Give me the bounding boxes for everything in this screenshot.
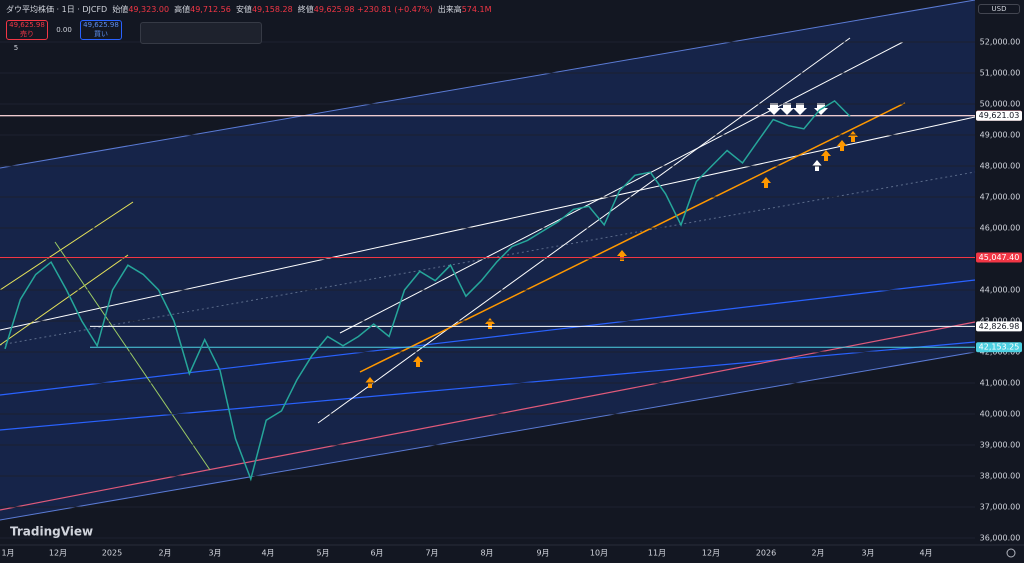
x-tick-label: 4月: [261, 549, 274, 558]
y-tick-label: 40,000.00: [980, 410, 1021, 419]
label: 安値: [235, 5, 252, 14]
logo: TradingView: [10, 525, 93, 539]
x-tick-label: 3月: [208, 549, 221, 558]
x-tick-label: 10月: [590, 549, 608, 558]
trendline: [0, 116, 976, 331]
price: 49,625.98: [9, 21, 45, 29]
trendline: [0, 201, 134, 291]
channel-top: [0, 0, 976, 169]
x-tick-label: 1月: [1, 549, 14, 558]
y-tick-label: 50,000.00: [980, 100, 1021, 109]
price-line: [4, 99, 851, 482]
spread: 0.00: [56, 26, 72, 34]
value: 574.1M: [461, 5, 492, 14]
label: 高値: [174, 5, 191, 14]
trendline: [0, 321, 976, 511]
y-tick-label: 47,000.00: [980, 193, 1021, 202]
settings-button[interactable]: [1006, 548, 1016, 558]
price: 49,625.98: [83, 21, 119, 29]
label: 買い: [94, 30, 108, 38]
buy-button[interactable]: 49,625.98 買い: [80, 20, 122, 40]
x-tick-label: 12月: [702, 549, 720, 558]
x-tick-label: 2026: [756, 549, 776, 558]
price-label-bg: [976, 342, 1022, 353]
value: 49,625.98: [313, 5, 355, 14]
x-tick-label: 2月: [158, 549, 171, 558]
trendline: [54, 241, 211, 471]
symbol: ダウ平均株価 · 1日 · DJCFD: [6, 5, 108, 14]
y-tick-label: 48,000.00: [980, 162, 1021, 171]
y-tick-label: 51,000.00: [980, 69, 1021, 78]
y-tick-label: 44,000.00: [980, 286, 1021, 295]
label: 始値: [112, 5, 129, 14]
currency-button[interactable]: USD: [978, 4, 1020, 14]
x-tick-label: 4月: [919, 549, 932, 558]
trendline: [359, 102, 906, 373]
label: 出来高: [437, 5, 462, 14]
x-tick-label: 6月: [370, 549, 383, 558]
x-tick-label: 11月: [648, 549, 666, 558]
price-label: 45,047.40: [979, 253, 1020, 262]
x-tick-label: 12月: [49, 549, 67, 558]
y-tick-label: 36,000.00: [980, 534, 1021, 543]
channel: [0, 0, 975, 520]
price-label: 42,826.98: [979, 322, 1020, 331]
indicators-toggle[interactable]: 5: [13, 44, 19, 52]
price-label-bg: [976, 110, 1022, 121]
trendline: [317, 37, 851, 424]
value: 49,323.00: [128, 5, 170, 14]
y-tick-label: 49,000.00: [980, 131, 1021, 140]
price-label: 49,621.03: [979, 111, 1020, 120]
trendline: [0, 254, 129, 346]
label: 終値: [297, 5, 314, 14]
value: 49,158.28: [251, 5, 293, 14]
y-tick-label: 37,000.00: [980, 503, 1021, 512]
trendline: [0, 279, 976, 396]
y-tick-label: 41,000.00: [980, 379, 1021, 388]
price-label-bg: [976, 321, 1022, 332]
label: 売り: [20, 30, 34, 38]
header: ダウ平均株価 · 1日 · DJCFD 始値49,323.00 高値49,712…: [6, 4, 492, 15]
y-tick-label: 52,000.00: [980, 38, 1021, 47]
sell-button[interactable]: 49,625.98 売り: [6, 20, 48, 40]
y-tick-label: 43,000.00: [980, 317, 1021, 326]
y-tick-label: 46,000.00: [980, 224, 1021, 233]
x-tick-label: 7月: [425, 549, 438, 558]
price-axis-bg: [975, 0, 1024, 563]
x-tick-label: 3月: [861, 549, 874, 558]
x-tick-label: 2025: [102, 549, 122, 558]
price-label-bg: [976, 252, 1022, 263]
trendline: [0, 341, 976, 431]
channel-bottom: [0, 351, 976, 521]
price-label: 42,153.25: [979, 343, 1020, 352]
x-tick-label: 5月: [316, 549, 329, 558]
y-tick-label: 39,000.00: [980, 441, 1021, 450]
change: +230.81 (+0.47%): [357, 5, 433, 14]
y-tick-label: 38,000.00: [980, 472, 1021, 481]
value: 49,712.56: [190, 5, 231, 14]
trendline: [339, 41, 904, 334]
x-tick-label: 9月: [536, 549, 549, 558]
x-tick-label: 2月: [811, 549, 824, 558]
drawing-toolbar[interactable]: [140, 22, 262, 44]
x-tick-label: 8月: [480, 549, 493, 558]
